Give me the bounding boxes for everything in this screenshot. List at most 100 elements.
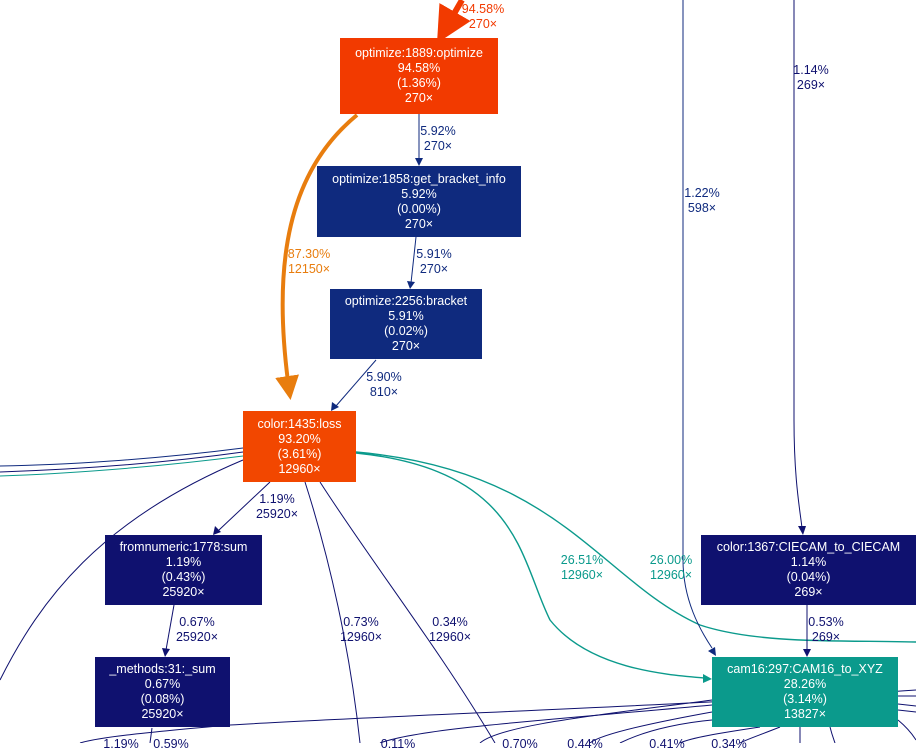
edge-pct: 1.19% — [259, 492, 295, 506]
node-label: optimize:1889:optimize — [355, 46, 483, 60]
edge-label-loss-offB: 0.34% 12960× — [429, 615, 471, 645]
edge-pct: 5.91% — [416, 247, 452, 261]
edge-opt-to-bracketinfo-arrow — [415, 158, 423, 166]
node-label: _methods:31:_sum — [109, 662, 216, 676]
edge-loss-left-2 — [0, 451, 244, 473]
edge-opt-to-loss — [275, 113, 359, 400]
edge-calls: 12960× — [339, 630, 383, 644]
edge-loss-left-1 — [0, 447, 244, 467]
node-optimize-2256[interactable]: optimize:2256:bracket 5.91% (0.02%) 270× — [330, 289, 482, 359]
edge-pct: 1.19% — [103, 737, 139, 751]
node-self-pct: (0.04%) — [786, 570, 831, 584]
edge-bracketinfo-to-bracket — [410, 236, 417, 284]
node-self-pct: (0.02%) — [384, 324, 428, 338]
node-calls: 13827× — [783, 707, 827, 721]
edge-pct: 0.41% — [649, 737, 685, 751]
edge-bottom-2 — [479, 699, 713, 743]
edge-bottom-11 — [897, 703, 916, 707]
edge-loss-offA — [304, 481, 361, 743]
edge-loss-left-3 — [0, 455, 244, 477]
node-calls: 269× — [794, 585, 823, 599]
edge-label-bracketinfo-to-bracket: 5.91% 270× — [416, 247, 451, 277]
edge-pct: 1.14% — [793, 63, 829, 77]
node-label: fromnumeric:1778:sum — [119, 540, 248, 554]
node-total-pct: 1.19% — [165, 555, 202, 569]
edge-calls: 598× — [687, 201, 717, 215]
edge-pct: 0.44% — [567, 737, 603, 751]
edge-label-loss-to-cam16-b: 26.00% 12960× — [650, 553, 692, 583]
edge-loss-to-cam16-b — [355, 451, 916, 643]
edge-label-loss-to-sum: 1.19% 25920× — [256, 492, 298, 522]
edge-bottom-14 — [149, 727, 153, 743]
edge-pct: 26.00% — [649, 553, 693, 567]
edge-in-ciecam — [793, 0, 803, 529]
edge-calls: 269× — [796, 78, 826, 92]
edge-label-partial: 0.70% — [502, 737, 537, 752]
edge-label-sum-to-methods: 0.67% 25920× — [176, 615, 218, 645]
node-label: optimize:1858:get_bracket_info — [332, 171, 506, 186]
edge-bracket-to-loss-arrow — [331, 402, 339, 411]
edge-loss-to-cam16-a-arrow — [703, 674, 712, 683]
edge-pct: 0.67% — [179, 615, 215, 629]
node-self-pct: (0.00%) — [397, 201, 441, 216]
node-cam16-297[interactable]: cam16:297:CAM16_to_XYZ 28.26% (3.14%) 13… — [712, 657, 898, 727]
edge-calls: 12960× — [560, 568, 604, 582]
node-total-pct: 94.58% — [397, 61, 441, 75]
edge-label-partial: 0.11% — [381, 737, 416, 752]
node-calls: 270× — [404, 91, 434, 105]
edge-loss-to-cam16-a — [355, 452, 706, 679]
node-calls: 25920× — [162, 585, 205, 599]
node-self-pct: (3.14%) — [783, 692, 827, 706]
node-self-pct: (3.61%) — [277, 446, 322, 461]
node-calls: 270× — [404, 216, 434, 231]
edge-label-opt-to-loss: 87.30% 12150× — [288, 247, 330, 277]
node-color-1367[interactable]: color:1367:CIECAM_to_CIECAM 1.14% (0.04%… — [701, 535, 916, 605]
edge-in-cam16-right-arrow — [708, 647, 716, 656]
edge-label-partial: 0.34% — [711, 737, 746, 752]
edge-bottom-6 — [739, 726, 781, 743]
node-optimize-1889[interactable]: optimize:1889:optimize 94.58% (1.36%) 27… — [340, 38, 498, 114]
edge-pct: 5.92% — [420, 124, 456, 138]
node-total-pct: 28.26% — [783, 677, 827, 691]
edge-label-partial: 0.44% — [567, 737, 602, 752]
edge-in-cam16-right — [682, 0, 713, 649]
edge-bracketinfo-to-bracket-arrow — [407, 281, 415, 289]
node-calls: 12960× — [278, 461, 321, 476]
node-self-pct: (1.36%) — [397, 76, 441, 90]
edge-calls: 12960× — [428, 630, 472, 644]
edge-label-in-optimize: 94.58% 270× — [462, 2, 504, 32]
edge-loss-to-sum-arrow — [213, 526, 221, 535]
node-total-pct: 5.92% — [401, 186, 437, 201]
edge-label-partial: 0.59% — [153, 737, 188, 752]
edge-bottom-5 — [679, 726, 761, 743]
edge-pct: 94.58% — [461, 2, 505, 16]
edge-calls: 12150× — [287, 262, 331, 276]
edge-label-loss-offA: 0.73% 12960× — [340, 615, 382, 645]
edge-label-partial: 1.19% — [103, 737, 138, 752]
node-optimize-1858[interactable]: optimize:1858:get_bracket_info 5.92% (0.… — [317, 166, 521, 237]
edge-bottom-3 — [379, 704, 713, 743]
edge-pct: 0.73% — [343, 615, 379, 629]
node-total-pct: 0.67% — [144, 677, 181, 691]
edge-pct: 0.53% — [808, 615, 844, 629]
edge-pct: 1.22% — [684, 186, 720, 200]
edge-pct: 87.30% — [287, 247, 331, 261]
edge-loss-left-4 — [0, 459, 244, 681]
node-color-1435[interactable]: color:1435:loss 93.20% (3.61%) 12960× — [243, 411, 356, 482]
node-methods-31[interactable]: _methods:31:_sum 0.67% (0.08%) 25920× — [95, 657, 230, 727]
edge-label-in-ciecam: 1.14% 269× — [793, 63, 828, 93]
edge-pct: 0.70% — [502, 737, 538, 751]
node-label: cam16:297:CAM16_to_XYZ — [727, 662, 883, 676]
edge-bracket-to-loss — [335, 359, 377, 407]
edge-sum-to-methods-arrow — [162, 648, 170, 657]
edge-bottom-4 — [589, 711, 713, 743]
node-fromnumeric-1778[interactable]: fromnumeric:1778:sum 1.19% (0.43%) 25920… — [105, 535, 262, 605]
node-self-pct: (0.08%) — [140, 692, 185, 706]
edge-pct: 5.90% — [366, 370, 402, 384]
edge-loss-to-sum — [218, 481, 271, 531]
edge-in-optimize — [436, 0, 471, 44]
edge-pct: 0.34% — [432, 615, 468, 629]
edge-pct: 26.51% — [560, 553, 604, 567]
edge-calls: 269× — [811, 630, 841, 644]
edge-label-in-cam16-right: 1.22% 598× — [684, 186, 719, 216]
